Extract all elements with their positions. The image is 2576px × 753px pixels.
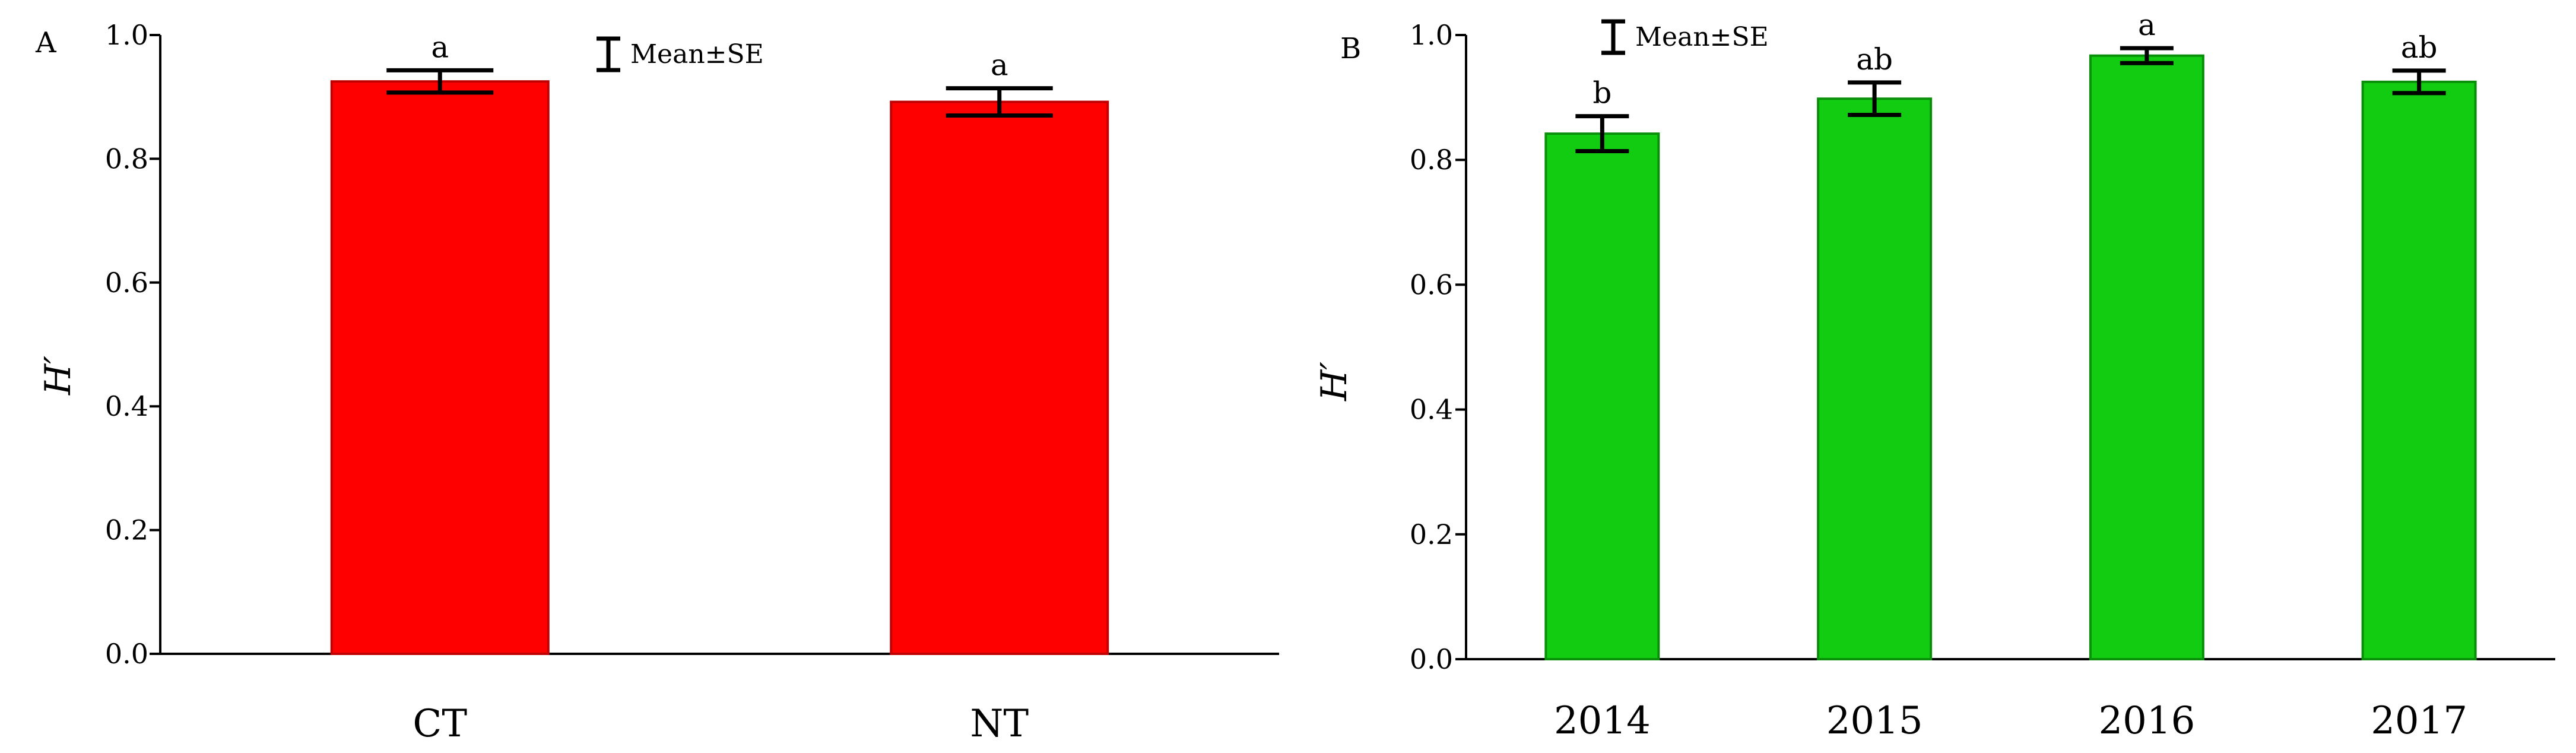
panel-b-bar-2014	[1544, 132, 1660, 661]
panel-b-category-label-2017: 2017	[2371, 699, 2467, 743]
panel-b-category-label-2015: 2015	[1826, 699, 1923, 743]
panel-b-legend: Mean±SE	[1601, 19, 1769, 55]
panel-a-legend-errorbar-icon	[597, 36, 620, 72]
panel-b-category-label-2014: 2014	[1554, 699, 1651, 743]
panel-b-legend-errorbar-icon	[1601, 19, 1625, 55]
panel-b-letter: B	[1340, 32, 1361, 65]
panel-b-errorbar-2015	[1848, 80, 1902, 118]
panel-b-significance-2017: ab	[2401, 30, 2438, 65]
panel-b-bar-2016	[2089, 54, 2204, 661]
panel-a-y-tick-label: 0.6	[105, 267, 148, 299]
panel-a-significance-ct: a	[431, 30, 449, 64]
panel-a-errorbar-nt	[946, 86, 1053, 118]
panel-a-errorbar-ct	[386, 68, 494, 95]
panel-a: A H′ Mean±SE 0.0 0.2 0.4 0.6 0.8 1.0 a CT a NT	[35, 19, 1279, 746]
panel-b-y-tick-label: 0.6	[1410, 268, 1453, 300]
panel-b-significance-2014: b	[1592, 76, 1611, 110]
panel-b-y-tick-label: 1.0	[1410, 19, 1453, 51]
panel-b-y-tick-label: 0.2	[1410, 518, 1453, 550]
panel-b-bar-2017	[2361, 80, 2477, 660]
panel-b-errorbar-2017	[2392, 68, 2446, 96]
panel-b-errorbar-2016	[2120, 46, 2174, 65]
panel-b-significance-2015: ab	[1856, 42, 1893, 77]
panel-a-bar-nt	[890, 100, 1109, 655]
panel-b-bars: b 2014 ab 2015 a 2016 ab 2017	[1544, 8, 2477, 743]
panel-b-bar-2015	[1817, 97, 1933, 660]
panel-a-legend-label: Mean±SE	[630, 39, 764, 69]
panel-b-y-tick-label: 0.8	[1410, 144, 1453, 176]
panel-a-bars: a CT a NT	[330, 30, 1109, 746]
panel-a-significance-nt: a	[991, 48, 1008, 83]
panel-b-significance-2016: a	[2138, 8, 2156, 42]
panel-a-letter: A	[35, 26, 57, 59]
panel-a-y-tick-label: 0.2	[105, 514, 148, 546]
panel-a-legend: Mean±SE	[597, 36, 764, 72]
panel-a-y-tick-label: 1.0	[105, 19, 148, 51]
panel-a-y-axis-label: H′	[37, 356, 79, 396]
panel-a-y-tick-label: 0.4	[105, 390, 148, 422]
panel-b: B H′ Mean±SE 0.0 0.2 0.4 0.6 0.8 1.0 b 2014 ab 2…	[1314, 8, 2555, 743]
panel-a-bar-ct	[330, 80, 550, 655]
panel-b-y-tick-label: 0.4	[1410, 394, 1453, 426]
panel-a-y-tick-label: 0.0	[105, 638, 148, 670]
panel-a-y-tick-label: 0.8	[105, 143, 148, 175]
panel-b-errorbar-2014	[1575, 114, 1629, 153]
panel-b-y-axis-label: H′	[1314, 362, 1355, 401]
panel-b-category-label-2016: 2016	[2098, 699, 2195, 743]
panel-b-legend-label: Mean±SE	[1635, 22, 1769, 52]
panel-a-category-label-nt: NT	[970, 702, 1029, 746]
panel-b-y-tick-label: 0.0	[1410, 643, 1453, 675]
panel-a-category-label-ct: CT	[413, 702, 467, 746]
